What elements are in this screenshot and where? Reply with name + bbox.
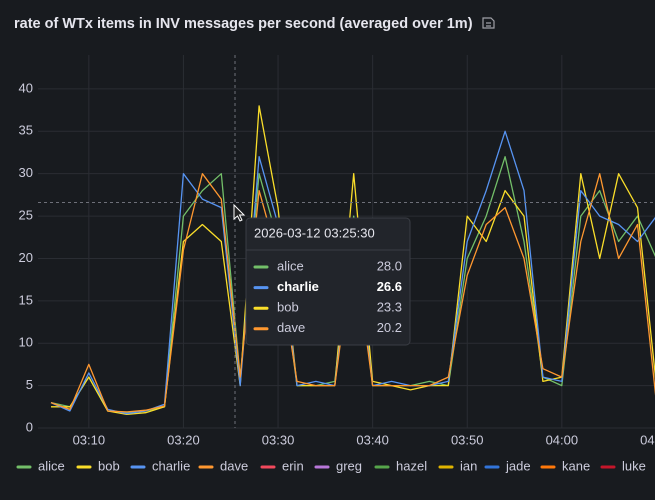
y-tick-label: 20 <box>19 250 33 265</box>
legend-label[interactable]: ian <box>460 458 477 473</box>
x-tick-label: 04:00 <box>546 432 579 447</box>
cursor <box>233 203 246 222</box>
y-tick-label: 40 <box>19 80 33 95</box>
legend-label[interactable]: jade <box>505 458 531 473</box>
legend-label[interactable]: luke <box>622 458 646 473</box>
x-tick-label: 04:10 <box>640 432 655 447</box>
x-tick-label: 03:30 <box>262 432 295 447</box>
x-tick-label: 03:50 <box>451 432 484 447</box>
legend-label[interactable]: greg <box>336 458 362 473</box>
x-tick-label: 03:40 <box>356 432 389 447</box>
legend-label[interactable]: bob <box>98 458 120 473</box>
y-tick-label: 10 <box>19 335 33 350</box>
tooltip-value: 20.2 <box>377 320 402 335</box>
info-icon[interactable] <box>482 17 495 29</box>
tooltip: 2026-03-12 03:25:30 alice 28.0 charlie 26.6… <box>245 217 411 346</box>
tooltip-value: 28.0 <box>377 258 402 273</box>
y-tick-label: 5 <box>26 377 33 392</box>
y-tick-label: 35 <box>19 123 33 138</box>
tooltip-name: dave <box>277 320 305 335</box>
x-tick-label: 03:10 <box>73 432 106 447</box>
series-line <box>50 156 655 414</box>
y-tick-label: 15 <box>19 292 33 307</box>
legend-label[interactable]: erin <box>282 458 304 473</box>
y-tick-label: 25 <box>19 208 33 223</box>
x-tick-label: 03:20 <box>167 432 200 447</box>
tooltip-time: 2026-03-12 03:25:30 <box>254 225 375 240</box>
tooltip-name: bob <box>277 300 299 315</box>
y-tick-label: 0 <box>26 419 33 434</box>
y-tick-label: 30 <box>19 165 33 180</box>
tooltip-name: charlie <box>277 279 319 294</box>
legend-label[interactable]: kane <box>562 458 590 473</box>
legend-label[interactable]: charlie <box>152 458 190 473</box>
legend-label[interactable]: alice <box>38 458 65 473</box>
tooltip-name: alice <box>277 258 304 273</box>
panel-title: rate of WTx items in INV messages per se… <box>14 16 473 32</box>
tooltip-value: 26.6 <box>377 279 402 294</box>
legend-label[interactable]: dave <box>220 458 248 473</box>
legend-label[interactable]: hazel <box>396 458 427 473</box>
series-line <box>51 105 655 416</box>
tooltip-value: 23.3 <box>377 300 402 315</box>
